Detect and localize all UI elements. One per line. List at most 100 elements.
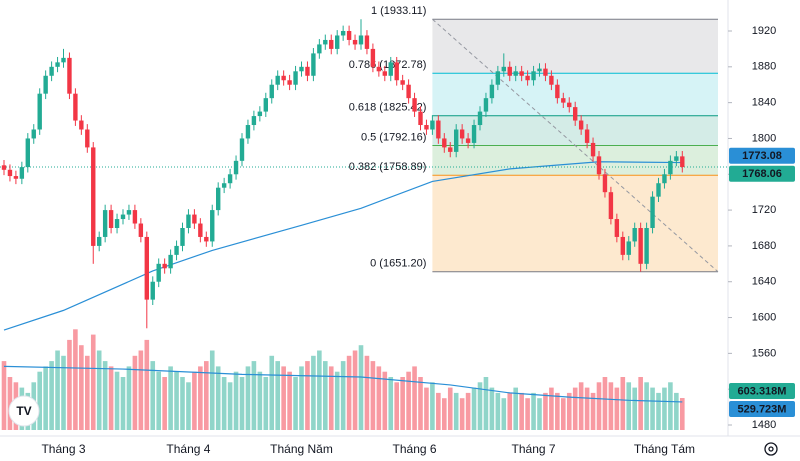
volume-bar [138,350,144,430]
candle-body [329,39,334,49]
candle-body [1,165,7,170]
candle-body [495,71,501,85]
candle-body [436,120,441,139]
candle-body [287,80,292,85]
volume-bar [561,398,566,430]
volume-bar [186,382,191,430]
candle-body [424,125,429,130]
candle-body [507,66,512,76]
volume-bar [275,361,280,430]
volume-label: 603.318M [738,385,787,397]
volume-bar [114,371,120,430]
y-tick-label: 1800 [752,132,776,144]
candle-body [513,71,518,76]
volume-bar [180,377,185,430]
candle-body [352,39,358,45]
volume-bar [400,377,405,430]
x-tick-label: Tháng 7 [512,442,556,456]
volume-bar [608,382,614,430]
candle-body [31,129,36,139]
ma-price-label-box [729,147,795,164]
volume-bar [566,392,572,430]
volume-bar [168,366,173,430]
candle-body [388,62,393,76]
volume-bar [358,345,364,430]
volume-bar [549,387,554,430]
volume-bar [614,387,620,430]
candle-body [489,84,495,99]
volume-bar [465,392,471,430]
volume-bar [513,387,518,430]
candle-body [43,75,48,94]
volume-bar [299,366,304,430]
candle-body [638,228,643,264]
x-tick-label: Tháng 3 [41,442,85,456]
candle-body [674,156,679,161]
volume-bar [174,371,179,430]
candle-body [483,98,489,112]
candle-body [454,129,459,152]
volume-bar [263,377,269,430]
fib-label: 0 (1651.20) [370,258,426,270]
volume-bar [471,387,477,430]
candle-body [257,111,263,117]
candle-body [418,111,423,126]
volume-bar [227,382,233,430]
candle-body [91,147,96,246]
volume-bar [424,387,429,430]
fib-label: 0.618 (1825.42) [349,102,427,114]
candle-body [174,245,179,255]
candle-body [340,31,346,36]
candle-body [567,102,572,108]
volume-bar [537,398,542,430]
volume-bar [382,371,388,430]
volume-bar [418,377,423,430]
volume-bar [578,382,584,430]
candle-body [477,111,483,126]
x-tick-label: Tháng Năm [270,442,333,456]
volume-bar [543,392,548,430]
volume-bar [334,371,340,430]
volume-bar [352,350,358,430]
candle-body [275,75,280,85]
volume-bar [626,382,632,430]
volume-bar [388,377,394,430]
volume-bar [370,361,376,430]
candle-body [525,75,530,81]
volume-bar [287,371,292,430]
candle-body [61,57,66,63]
volume-label-box [729,382,795,399]
y-tick-label: 1680 [752,240,776,252]
candle-body [531,71,536,81]
y-tick-label: 1920 [752,25,776,37]
y-tick-label: 1720 [752,204,776,216]
candle-body [400,80,405,85]
volume-bar [233,371,239,430]
volume-bar [311,355,316,430]
x-tick-label: Tháng 4 [166,442,210,456]
candle-body [73,93,78,121]
candle-body [590,142,596,157]
y-tick-label: 1560 [752,347,776,359]
volume-bar [85,355,90,430]
candle-body [626,241,631,255]
candle-body [668,160,673,175]
candle-body [156,263,161,282]
candle-body [7,169,13,177]
candle-body [216,187,221,211]
volume-bar [525,398,530,430]
volume-bar [596,382,602,430]
volume-bar [453,392,459,430]
ma-line [3,161,683,331]
volume-bar [209,350,215,430]
candle-body [186,214,191,228]
candle-body [501,66,506,72]
volume-bar [406,371,411,430]
volume-bar [281,366,286,430]
volume-bar [638,377,643,430]
candle-body [120,214,126,220]
settings-icon[interactable] [764,442,778,456]
y-tick-label: 1640 [752,276,776,288]
candle-body [394,62,399,81]
